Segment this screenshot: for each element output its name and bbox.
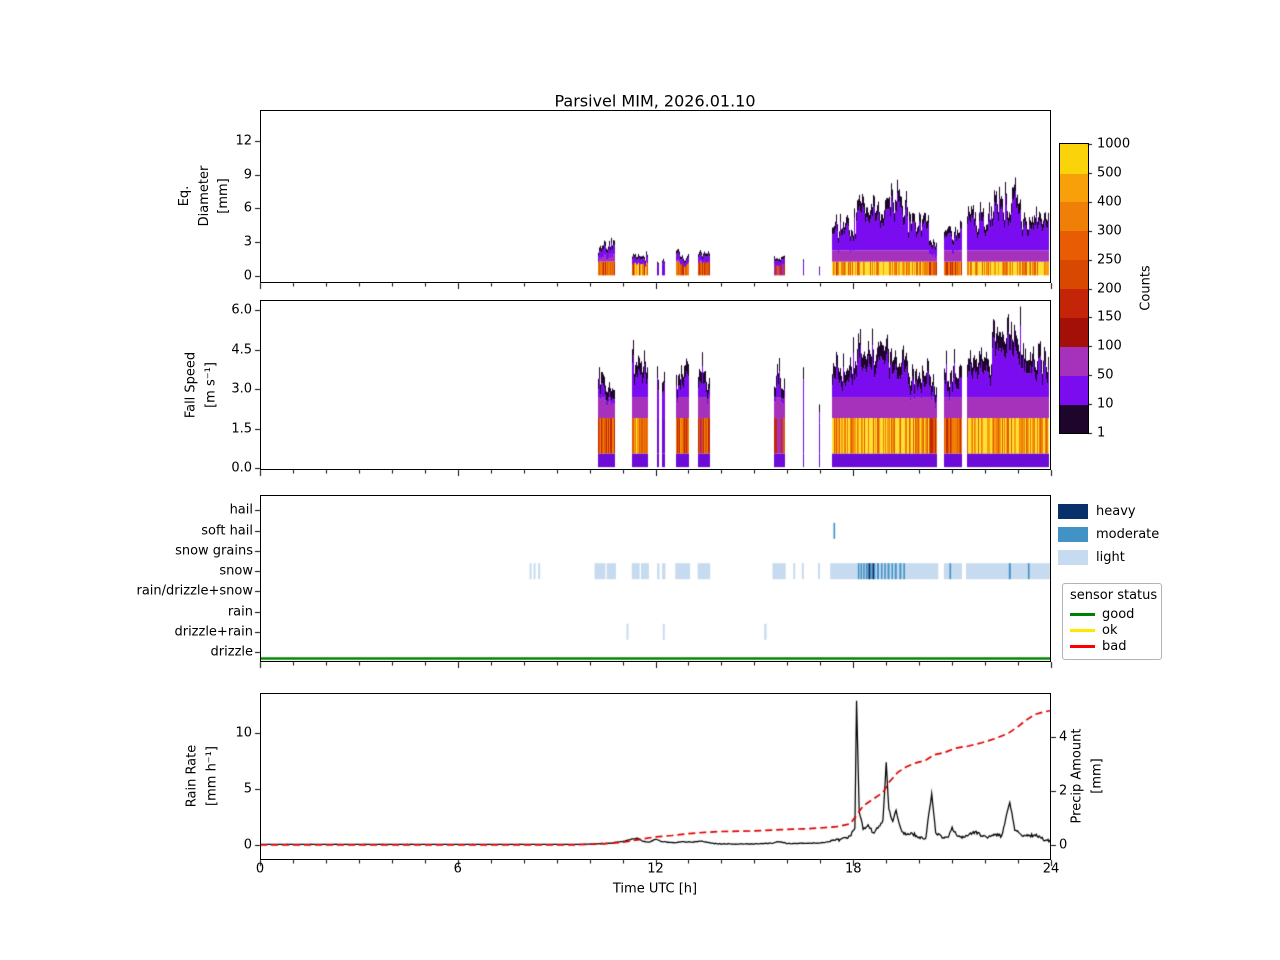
- colorbar-tick-label: 1: [1097, 425, 1106, 441]
- diameter-y-tick-label: 12: [235, 133, 252, 149]
- x-tick-label: 12: [647, 861, 664, 877]
- colorbar-tick-label: 50: [1097, 367, 1114, 383]
- rain-rate-y-tick-label: 5: [243, 781, 252, 797]
- rain-rate-y-tick-label: 0: [243, 837, 252, 853]
- diameter-y-tick-label: 0: [243, 268, 252, 284]
- diameter-y-tick-label: 3: [243, 234, 252, 250]
- colorbar-tick-label: 400: [1097, 194, 1122, 210]
- rain-rate-y-tick-label: 10: [235, 725, 252, 741]
- moderate-swatch: [1058, 527, 1088, 542]
- fall-speed-y-tick-label: 1.5: [231, 421, 252, 437]
- fall-speed-y-tick-label: 6.0: [231, 302, 252, 318]
- precip-amount-axis-label: Precip Amount [mm]: [1069, 728, 1105, 824]
- light-label: light: [1096, 550, 1125, 565]
- moderate-label: moderate: [1096, 527, 1160, 542]
- x-tick-label: 24: [1042, 861, 1060, 877]
- x-axis-label: Time UTC [h]: [612, 881, 698, 897]
- heavy-label: heavy: [1096, 504, 1136, 519]
- precip-amount-y-tick-label: 4: [1059, 729, 1068, 745]
- diameter-axis-label: Eq. Diameter [mm]: [176, 165, 231, 227]
- colorbar-tick-label: 200: [1097, 281, 1122, 296]
- rain-rate-axis-label: Rain Rate [mm h⁻¹]: [184, 744, 220, 808]
- colorbar-tick-label: 1000: [1097, 136, 1131, 152]
- ok-label: ok: [1102, 622, 1118, 638]
- x-tick-label: 6: [453, 861, 462, 877]
- chart-title: Parsivel MIM, 2026.01.10: [554, 91, 756, 111]
- legend-row-bad: bad: [1070, 638, 1154, 654]
- colorbar-tick-label: 300: [1097, 223, 1122, 239]
- colorbar-tick-label: 500: [1097, 165, 1122, 181]
- legend-row-ok: ok: [1070, 622, 1154, 638]
- good-line-swatch: [1070, 612, 1095, 616]
- precip-type-category-label: soft hail: [201, 523, 253, 539]
- legend-row-moderate: moderate: [1058, 527, 1159, 542]
- precip-type-category-label: drizzle+rain: [174, 624, 253, 640]
- precip-type-category-label: drizzle: [210, 644, 253, 660]
- colorbar-tick-label: 100: [1097, 338, 1122, 354]
- diameter-y-tick-label: 6: [243, 200, 252, 216]
- sensor-status-legend-title: sensor status: [1070, 588, 1158, 603]
- heavy-swatch: [1058, 504, 1088, 519]
- fall-speed-axis-label: Fall Speed [m s⁻¹]: [183, 351, 219, 419]
- sensor-status-legend: sensor status good ok bad: [1062, 583, 1162, 660]
- colorbar-tick-label: 10: [1097, 396, 1114, 412]
- colorbar-tick-label: 150: [1097, 309, 1122, 325]
- bad-label: bad: [1102, 638, 1127, 654]
- legend-row-heavy: heavy: [1058, 504, 1159, 519]
- legend-row-light: light: [1058, 550, 1159, 565]
- precip-amount-y-tick-label: 2: [1059, 783, 1068, 799]
- precip-intensity-legend: heavy moderate light: [1058, 504, 1159, 573]
- precip-type-category-label: hail: [229, 502, 253, 518]
- good-label: good: [1102, 606, 1135, 622]
- precip-type-category-label: snow: [219, 563, 253, 579]
- x-tick-label: 0: [255, 861, 265, 877]
- diameter-y-tick-label: 9: [243, 167, 252, 183]
- bad-line-swatch: [1070, 644, 1095, 648]
- precip-type-category-label: rain/drizzle+snow: [136, 583, 254, 599]
- precip-amount-y-tick-label: 0: [1059, 837, 1068, 853]
- legend-row-good: good: [1070, 606, 1154, 622]
- ok-line-swatch: [1070, 628, 1095, 632]
- fall-speed-y-tick-label: 0.0: [231, 460, 252, 476]
- light-swatch: [1058, 550, 1088, 565]
- x-tick-label: 18: [844, 861, 862, 877]
- precip-type-category-label: rain: [227, 604, 253, 620]
- precip-type-category-label: snow grains: [175, 543, 253, 559]
- colorbar-label: Counts: [1138, 265, 1154, 311]
- colorbar-tick-label: 250: [1097, 252, 1122, 268]
- fall-speed-y-tick-label: 4.5: [231, 342, 252, 358]
- fall-speed-y-tick-label: 3.0: [231, 381, 252, 397]
